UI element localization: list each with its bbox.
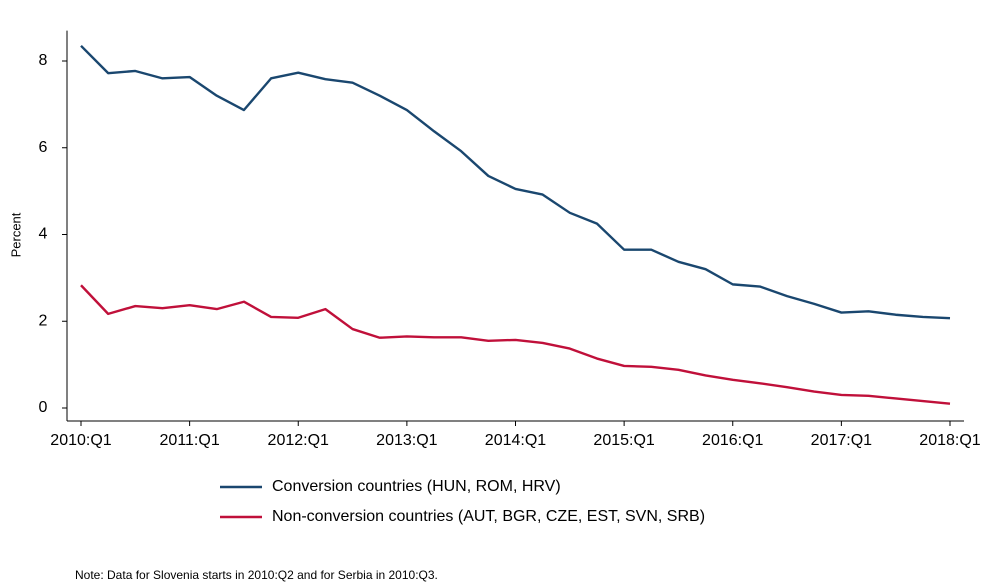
y-tick-label: 6 (39, 139, 48, 156)
y-tick-label: 2 (39, 312, 48, 329)
x-tick-label: 2015:Q1 (593, 432, 654, 449)
y-tick-label: 0 (39, 399, 48, 416)
x-tick-label: 2018:Q1 (919, 432, 980, 449)
line (80, 44, 951, 320)
x-tick-label: 2017:Q1 (811, 432, 872, 449)
line (80, 284, 951, 405)
x-tick-label: 2010:Q1 (50, 432, 111, 449)
x-tick-label: 2011:Q1 (160, 432, 220, 449)
note: Note: Data for Slovenia starts in 2010:Q… (75, 568, 438, 582)
x-tick-label: 2012:Q1 (268, 432, 329, 449)
x-tick-label: 2013:Q1 (376, 432, 437, 449)
x-tick-label: 2014:Q1 (485, 432, 546, 449)
y-tick-label: 8 (39, 52, 48, 69)
y-tick-label: 4 (39, 226, 48, 243)
y-axis-label: Percent (8, 212, 23, 257)
legend-label: Conversion countries (HUN, ROM, HRV) (272, 478, 561, 495)
legend-label: Non-conversion countries (AUT, BGR, CZE,… (272, 508, 705, 525)
x-tick-label: 2016:Q1 (702, 432, 763, 449)
